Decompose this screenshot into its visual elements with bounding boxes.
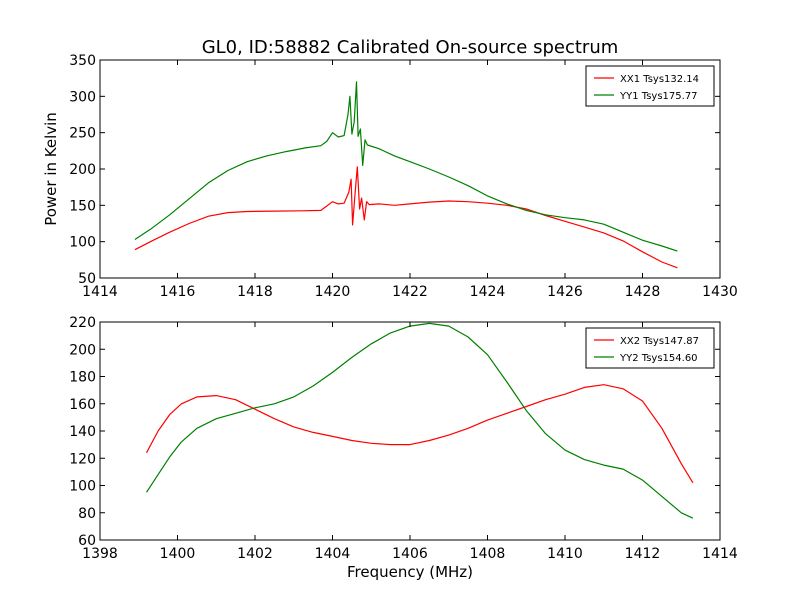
x-tick-label: 1412: [625, 546, 661, 562]
x-tick-label: 1416: [160, 284, 196, 300]
legend-label-1: XX2 Tsys147.87: [620, 336, 699, 347]
y-tick-label: 100: [69, 479, 96, 495]
y-tick-label: 200: [69, 342, 96, 358]
y-tick-label: 160: [69, 397, 96, 413]
legend-label-2: YY2 Tsys154.60: [619, 353, 698, 364]
y-tick-label: 200: [69, 162, 96, 178]
series-line-1: [145, 384, 694, 484]
x-tick-label: 1400: [160, 546, 196, 562]
x-tick-label: 1402: [237, 546, 273, 562]
legend-label-2: YY1 Tsys175.77: [619, 91, 698, 102]
y-tick-label: 250: [69, 126, 96, 142]
top-series-layer: [134, 81, 678, 269]
top-ylabel: Power in Kelvin: [42, 112, 60, 226]
legend-box: [585, 327, 715, 369]
x-tick-label: 1430: [702, 284, 738, 300]
y-tick-label: 50: [78, 271, 96, 287]
bottom-subplot: 1398 1400 1402 1404 1406 1408 1410 1412 1414 60 80…: [69, 315, 738, 581]
y-tick-label: 140: [69, 424, 96, 440]
series-line-1: [134, 166, 678, 269]
y-tick-label: 60: [78, 533, 96, 549]
x-tick-label: 1406: [392, 546, 428, 562]
x-tick-label: 1418: [237, 284, 273, 300]
series-line-2: [134, 81, 678, 252]
bottom-ticks-layer: 1398 1400 1402 1404 1406 1408 1410 1412 1414 60 80…: [69, 315, 738, 562]
legend-box: [585, 65, 715, 107]
figure-title: GL0, ID:58882 Calibrated On-source spect…: [202, 37, 619, 58]
x-tick-label: 1398: [82, 546, 118, 562]
top-legend: XX1 Tsys132.14 YY1 Tsys175.77: [585, 65, 715, 107]
x-tick-label: 1414: [82, 284, 118, 300]
x-tick-label: 1404: [315, 546, 351, 562]
y-tick-label: 150: [69, 198, 96, 214]
y-tick-label: 100: [69, 235, 96, 251]
x-tick-label: 1414: [702, 546, 738, 562]
x-tick-label: 1410: [547, 546, 583, 562]
x-tick-label: 1426: [547, 284, 583, 300]
y-tick-label: 220: [69, 315, 96, 331]
x-tick-label: 1420: [315, 284, 351, 300]
y-tick-label: 350: [69, 53, 96, 69]
y-tick-label: 120: [69, 451, 96, 467]
bottom-xlabel: Frequency (MHz): [347, 563, 473, 581]
top-subplot: 1414 1416 1418 1420 1422 1424 1426 1428 1430 50 10…: [42, 53, 738, 300]
legend-label-1: XX1 Tsys132.14: [620, 74, 699, 85]
x-tick-label: 1408: [470, 546, 506, 562]
x-tick-label: 1422: [392, 284, 428, 300]
bottom-legend: XX2 Tsys147.87 YY2 Tsys154.60: [585, 327, 715, 369]
y-tick-label: 180: [69, 370, 96, 386]
x-tick-label: 1424: [470, 284, 506, 300]
y-tick-label: 80: [78, 506, 96, 522]
x-tick-label: 1428: [625, 284, 661, 300]
y-tick-label: 300: [69, 89, 96, 105]
top-ticks-layer: 1414 1416 1418 1420 1422 1424 1426 1428 1430 50 10…: [69, 53, 738, 300]
